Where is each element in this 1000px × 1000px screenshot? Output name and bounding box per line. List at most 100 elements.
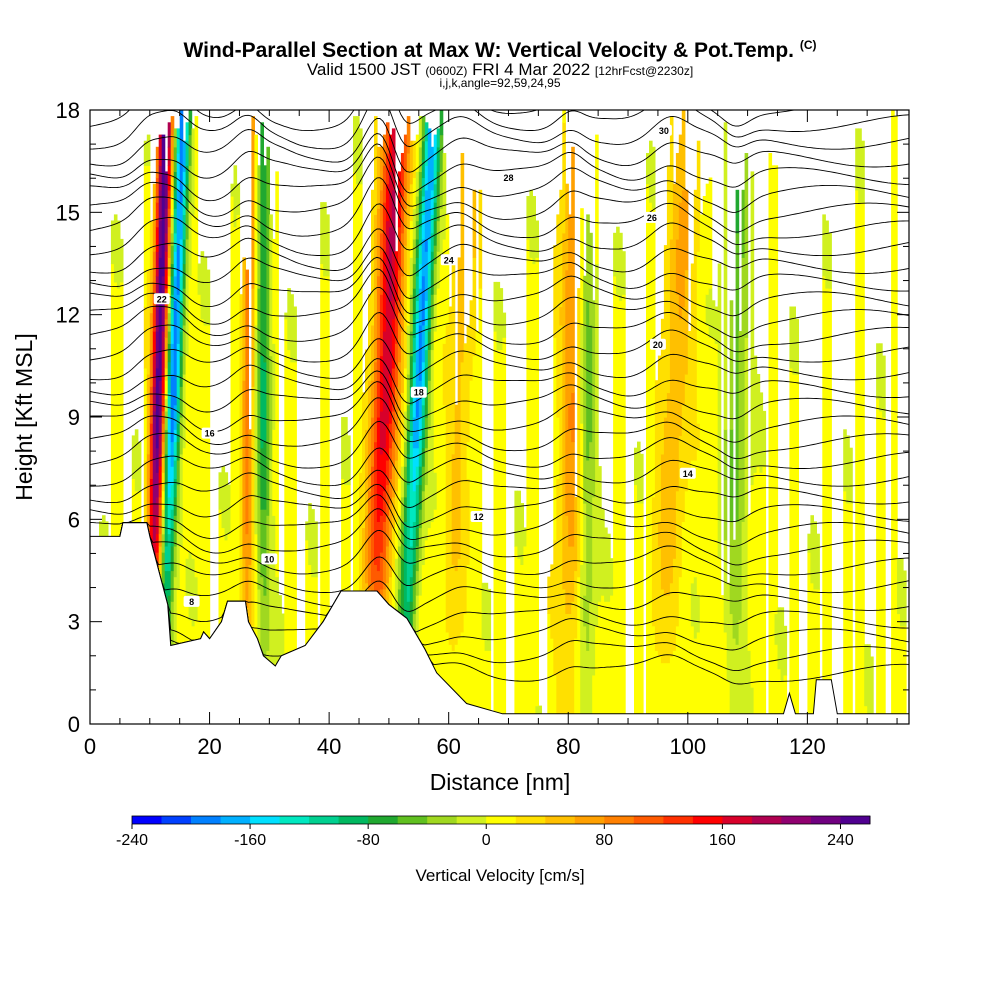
- field-cell: [143, 140, 148, 166]
- field-cell: [415, 398, 420, 418]
- field-cell: [433, 202, 438, 222]
- field-cell: [397, 269, 402, 314]
- colorbar-swatch: [397, 816, 428, 824]
- field-cell: [780, 681, 785, 724]
- field-cell: [783, 674, 788, 724]
- field-cell: [493, 331, 498, 724]
- field-cell: [158, 165, 163, 191]
- field-cell: [619, 232, 623, 301]
- field-cell: [813, 521, 817, 590]
- field-cell: [433, 134, 438, 160]
- x-tick-label: 0: [84, 734, 96, 759]
- field-cell: [149, 349, 154, 387]
- field-cell: [406, 275, 411, 326]
- field-cell: [391, 441, 396, 467]
- field-cell: [523, 545, 527, 724]
- field-cell: [412, 312, 417, 338]
- field-cell: [170, 570, 175, 602]
- field-cell: [179, 300, 184, 332]
- field-cell: [723, 539, 728, 633]
- field-cell: [149, 423, 154, 479]
- field-cell: [391, 367, 396, 412]
- field-cell: [221, 466, 226, 529]
- field-cell: [436, 171, 441, 197]
- field-cell: [403, 521, 408, 645]
- field-cell: [418, 417, 423, 436]
- field-cell: [412, 238, 417, 265]
- field-cell: [188, 552, 193, 621]
- contour-label-text: 16: [205, 429, 215, 439]
- field-cell: [170, 545, 175, 572]
- field-cell: [400, 496, 405, 522]
- field-cell: [696, 140, 701, 252]
- field-cell: [418, 245, 423, 265]
- field-cell: [828, 232, 832, 289]
- colorbar-swatch: [722, 816, 753, 824]
- field-cell: [759, 392, 764, 473]
- field-cell: [732, 638, 737, 724]
- x-tick-label: 40: [317, 734, 341, 759]
- field-cell: [696, 595, 701, 633]
- field-cell: [305, 521, 309, 541]
- field-cell: [167, 361, 172, 375]
- field-cell: [239, 294, 244, 664]
- field-cell: [595, 263, 599, 627]
- colorbar-swatch: [663, 816, 694, 824]
- field-cell: [197, 263, 202, 295]
- field-cell: [430, 294, 435, 320]
- field-cell: [188, 165, 193, 203]
- field-cell: [433, 263, 438, 295]
- field-cell: [855, 128, 859, 191]
- field-cell: [155, 533, 160, 553]
- field-cell: [403, 245, 408, 295]
- field-cell: [601, 595, 605, 724]
- field-cell: [529, 257, 533, 724]
- field-cell: [164, 545, 169, 572]
- field-cell: [637, 503, 641, 724]
- colorbar-swatch: [338, 816, 369, 824]
- field-cell: [415, 220, 420, 240]
- field-cell: [409, 183, 414, 222]
- field-cell: [278, 595, 282, 664]
- field-cell: [230, 196, 235, 724]
- field-cell: [176, 521, 181, 590]
- colorbar-swatch: [604, 816, 635, 824]
- field-cell: [637, 441, 641, 504]
- field-cell: [371, 189, 375, 326]
- contour-label-text: 8: [189, 597, 194, 607]
- field-cell: [176, 441, 181, 461]
- field-cell: [394, 490, 399, 522]
- field-cell: [768, 153, 773, 724]
- field-cell: [708, 288, 713, 338]
- field-cell: [167, 300, 172, 314]
- field-cell: [251, 116, 255, 289]
- field-cell: [460, 631, 465, 724]
- field-cell: [418, 380, 423, 418]
- contour-label: 16: [201, 427, 218, 439]
- field-cell: [466, 478, 471, 565]
- field-cell: [415, 595, 420, 645]
- field-cell: [717, 263, 722, 559]
- field-cell: [164, 269, 169, 289]
- field-cell: [466, 441, 471, 479]
- field-cell: [305, 539, 309, 724]
- field-cell: [385, 423, 390, 461]
- field-cell: [152, 183, 157, 222]
- field-cell: [326, 214, 330, 277]
- field-cell: [400, 232, 405, 277]
- field-cell: [690, 460, 695, 584]
- field-cell: [870, 656, 874, 719]
- field-cell: [170, 324, 175, 344]
- field-cell: [436, 196, 441, 222]
- field-cell: [385, 545, 390, 584]
- contour-label-text: 12: [474, 512, 484, 522]
- theta-contour: [90, 268, 909, 338]
- field-cell: [421, 490, 426, 522]
- colorbar-swatch: [132, 816, 162, 824]
- field-cell: [146, 453, 151, 522]
- field-cell: [858, 202, 862, 724]
- colorbar-swatch: [545, 816, 576, 824]
- field-cell: [897, 613, 901, 724]
- field-cell: [565, 515, 569, 614]
- field-cell: [589, 601, 593, 724]
